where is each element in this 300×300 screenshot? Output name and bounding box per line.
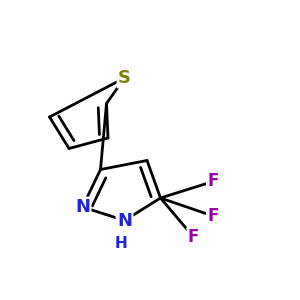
- Text: N: N: [117, 212, 132, 230]
- Text: N: N: [75, 198, 90, 216]
- Text: F: F: [207, 207, 219, 225]
- Text: F: F: [207, 172, 219, 190]
- Text: H: H: [115, 236, 128, 250]
- Text: S: S: [118, 69, 131, 87]
- Text: F: F: [188, 228, 199, 246]
